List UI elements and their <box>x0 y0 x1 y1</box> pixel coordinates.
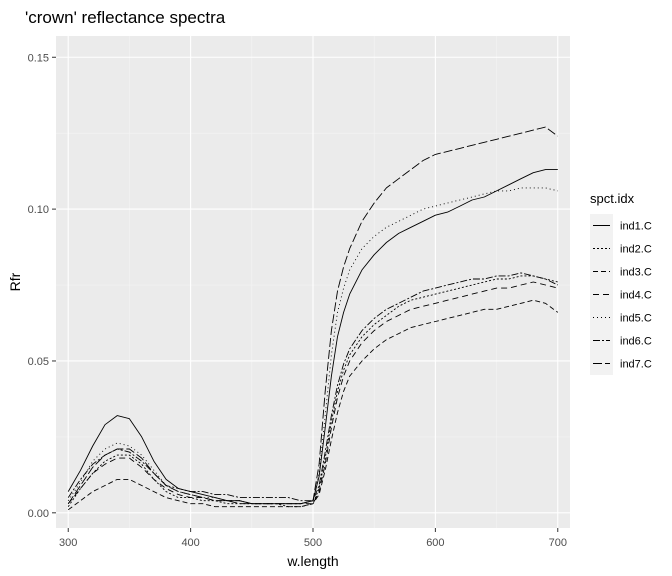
chart-title: 'crown' reflectance spectra <box>25 8 226 27</box>
x-axis-title: w.length <box>286 553 338 569</box>
legend-key-background <box>590 283 613 306</box>
legend-title: spct.idx <box>590 191 635 206</box>
legend-label: ind2.C <box>620 244 652 256</box>
y-tick-label: 0.00 <box>28 508 49 520</box>
x-tick-label: 500 <box>304 537 322 549</box>
series-line-ind2-c <box>67 275 558 508</box>
legend-label: ind6.C <box>620 336 652 348</box>
y-axis: 0.00 0.05 0.10 0.15 <box>28 52 56 520</box>
legend-key-background <box>590 329 613 352</box>
legend-label: ind1.C <box>620 221 652 233</box>
legend-label: ind3.C <box>620 267 652 279</box>
series-line-ind1-c <box>67 169 558 505</box>
y-tick-label: 0.05 <box>28 356 49 368</box>
legend-label: ind5.C <box>620 313 652 325</box>
x-axis: 300 400 500 600 700 <box>59 528 567 549</box>
x-tick-label: 600 <box>426 537 444 549</box>
y-tick-label: 0.15 <box>28 52 49 64</box>
y-axis-title: Rfr <box>7 272 23 291</box>
legend: spct.idx ind1.Cind2.Cind3.Cind4.Cind5.Ci… <box>590 191 652 375</box>
x-tick-label: 400 <box>181 537 199 549</box>
y-tick-label: 0.10 <box>28 204 49 216</box>
major-gridlines <box>56 36 570 528</box>
series-line-ind4-c <box>67 281 558 505</box>
series-lines <box>67 126 559 511</box>
series-line-ind5-c <box>67 187 558 505</box>
x-tick-label: 700 <box>549 537 567 549</box>
series-line-ind7-c <box>67 126 559 505</box>
legend-label: ind4.C <box>620 290 652 302</box>
legend-label: ind7.C <box>620 359 652 371</box>
series-line-ind3-c <box>67 299 559 511</box>
legend-items: ind1.C ind2.C ind3.C ind4.C ind5.C ind6.C ind7… <box>590 214 652 375</box>
x-tick-label: 300 <box>59 537 77 549</box>
